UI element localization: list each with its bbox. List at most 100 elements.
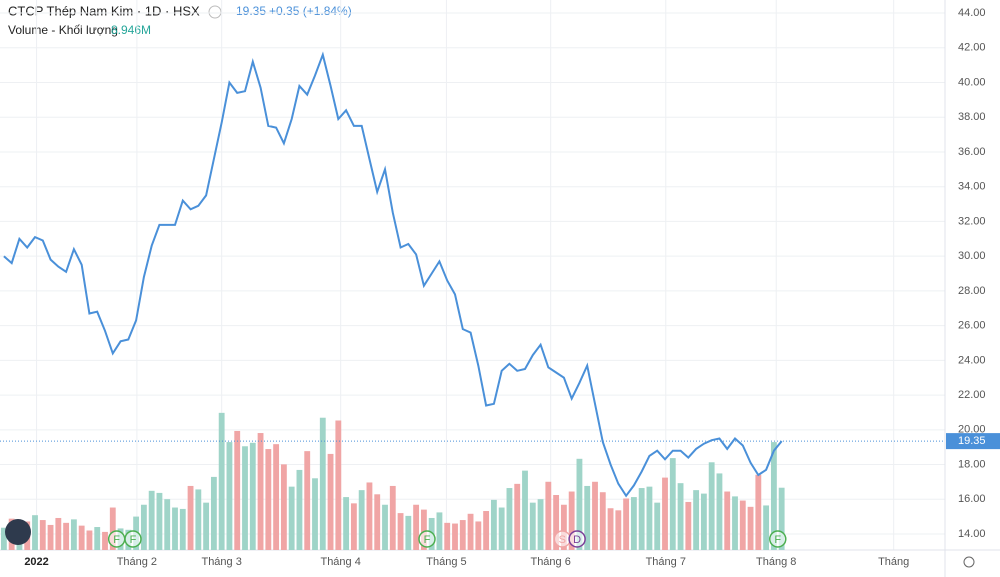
- volume-bar: [724, 491, 731, 550]
- volume-bar: [623, 498, 630, 550]
- event-label: F: [774, 534, 781, 546]
- volume-bar: [78, 525, 85, 550]
- volume-bar: [172, 507, 178, 550]
- logo[interactable]: [5, 519, 31, 545]
- volume-bar: [739, 500, 746, 550]
- volume-bar: [70, 519, 77, 550]
- eye-icon[interactable]: [208, 5, 222, 19]
- x-tick-label: Tháng 3: [201, 556, 241, 568]
- volume-bar: [654, 502, 661, 550]
- x-tick-label: 2022: [24, 556, 48, 568]
- volume-bar: [374, 494, 381, 550]
- volume-bar: [382, 504, 388, 550]
- volume-bar: [86, 530, 93, 550]
- volume-bar: [234, 430, 241, 550]
- volume-bar: [102, 531, 108, 550]
- y-tick-label: 36.00: [958, 146, 986, 158]
- event-marker: [124, 530, 142, 548]
- volume-bar: [700, 493, 707, 550]
- volume-bar: [203, 502, 210, 550]
- y-tick-label: 40.00: [958, 76, 986, 88]
- volume-bar: [483, 511, 490, 550]
- volume-bar: [778, 487, 785, 550]
- price-line: [3, 51, 783, 498]
- x-tick-label: Tháng 8: [756, 556, 796, 568]
- volume-bar: [413, 504, 420, 550]
- volume-bar: [242, 446, 248, 550]
- volume-bar: [514, 483, 521, 550]
- volume-bar: [732, 496, 738, 550]
- y-tick-label: 18.00: [958, 458, 986, 470]
- volume-bar: [148, 490, 155, 550]
- y-tick-label: 34.00: [958, 181, 986, 193]
- price-label-box: [946, 433, 1000, 450]
- volume-bar: [32, 515, 38, 550]
- y-tick-label: 22.00: [958, 389, 986, 401]
- volume-bar: [265, 449, 272, 550]
- volume-bar: [366, 482, 373, 550]
- volume-bar: [452, 523, 458, 550]
- volume-bar: [94, 527, 101, 550]
- volume-bar: [210, 476, 217, 550]
- volume-bar: [218, 412, 225, 550]
- settings-icon[interactable]: [963, 556, 975, 568]
- volume-bar: [467, 513, 474, 550]
- event-marker: [418, 530, 436, 548]
- x-tick-label: Tháng 2: [117, 556, 157, 568]
- volume-bar: [638, 488, 645, 550]
- volume-bar: [63, 522, 70, 550]
- last-price: 19.35: [236, 4, 266, 18]
- volume-bar: [335, 420, 342, 550]
- volume-title: Volume - Khối lượng: [8, 23, 118, 37]
- volume-bar: [397, 513, 404, 550]
- volume-bar: [358, 490, 365, 550]
- x-tick-label: Tháng 6: [530, 556, 570, 568]
- volume-bar: [257, 433, 264, 550]
- y-tick-label: 20.00: [958, 424, 986, 436]
- y-tick-label: 30.00: [958, 250, 986, 262]
- volume-bar: [568, 491, 575, 550]
- volume-bar: [592, 481, 598, 550]
- event-label: D: [573, 534, 581, 546]
- volume-bar: [584, 485, 591, 550]
- volume-bar: [677, 483, 684, 550]
- volume-bar: [420, 509, 427, 550]
- volume-bar: [226, 442, 233, 550]
- volume-bar: [537, 499, 544, 550]
- volume-bar: [506, 488, 513, 550]
- volume-bar: [490, 499, 497, 550]
- volume-bar: [693, 490, 700, 550]
- volume-bar: [350, 503, 357, 550]
- volume-bar: [164, 499, 171, 550]
- y-tick-label: 16.00: [958, 493, 986, 505]
- event-label: S: [559, 534, 566, 546]
- volume-bar: [607, 508, 614, 550]
- x-tick-label: Tháng 7: [646, 556, 686, 568]
- x-tick-label: Tháng 5: [426, 556, 466, 568]
- volume-bar: [343, 497, 350, 550]
- volume-bar: [475, 521, 482, 550]
- x-tick-label: Tháng 4: [320, 556, 360, 568]
- volume-bar: [327, 453, 334, 550]
- volume-bar: [39, 520, 46, 550]
- volume-bar: [55, 517, 62, 550]
- volume-bar: [444, 522, 451, 550]
- volume-bar: [685, 501, 692, 550]
- volume-bar: [179, 508, 186, 550]
- y-tick-label: 44.00: [958, 7, 986, 19]
- volume-bar: [599, 492, 606, 550]
- y-tick-label: 26.00: [958, 320, 986, 332]
- volume-bar: [405, 515, 412, 550]
- event-marker: [769, 530, 787, 548]
- y-tick-label: 32.00: [958, 215, 986, 227]
- price-change: +0.35 (+1.84%): [269, 4, 352, 18]
- volume-bar: [436, 512, 443, 550]
- y-tick-label: 24.00: [958, 354, 986, 366]
- event-marker: [568, 530, 586, 548]
- volume-bar: [312, 478, 318, 550]
- volume-bar: [545, 481, 552, 550]
- volume-bar: [708, 462, 715, 550]
- event-label: F: [113, 534, 120, 546]
- x-tick-label: Tháng: [878, 556, 909, 568]
- y-tick-label: 28.00: [958, 285, 986, 297]
